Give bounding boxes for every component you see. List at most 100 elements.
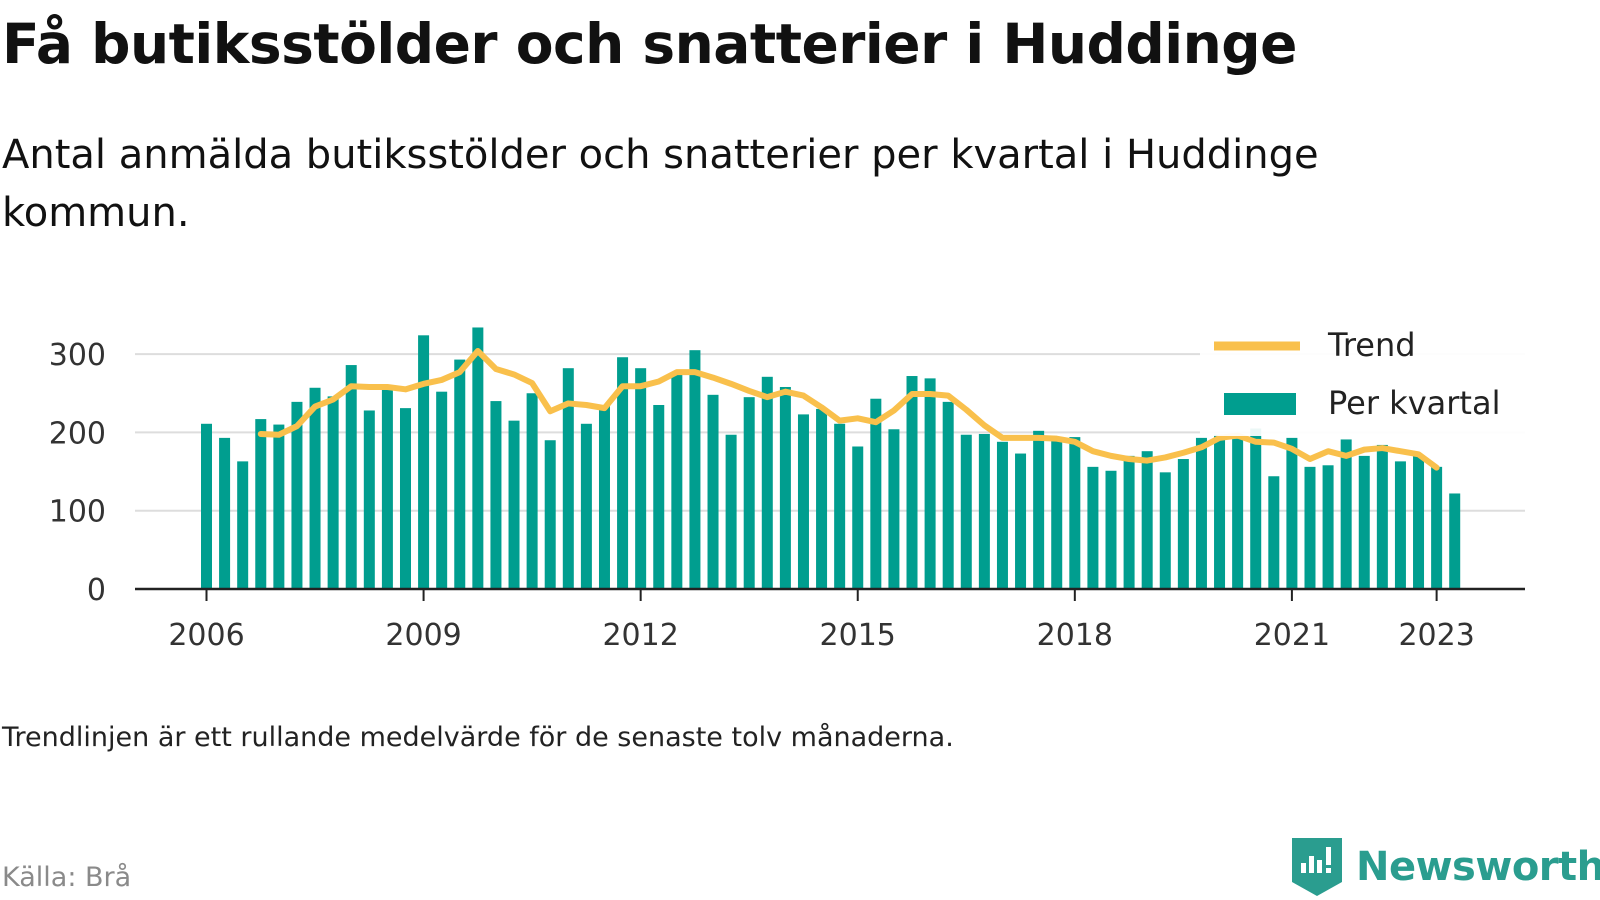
chart-title: Få butiksstölder och snatterier i Huddin… (2, 12, 1297, 76)
logo-bar (1326, 868, 1331, 873)
bar (852, 446, 864, 589)
newsworthy-logo-icon (1292, 838, 1342, 896)
bar (1232, 438, 1244, 589)
legend: Trend Per kvartal (1200, 318, 1535, 436)
trend-series (257, 347, 1440, 471)
bar (1214, 434, 1226, 589)
trend-line (257, 347, 1440, 471)
logo-bar (1309, 856, 1314, 873)
bar (237, 461, 249, 589)
bar (255, 419, 267, 589)
bar (454, 359, 466, 589)
logo-bar (1326, 847, 1331, 865)
bar (472, 327, 484, 589)
bar (779, 386, 791, 589)
bar (1015, 453, 1027, 589)
bar (689, 350, 701, 589)
bar (1376, 444, 1388, 589)
bar (1123, 455, 1135, 589)
x-tick-label: 2006 (168, 618, 244, 653)
bar (1141, 451, 1153, 589)
legend-background (1200, 318, 1535, 436)
bar (1413, 455, 1425, 589)
bar (1069, 437, 1081, 589)
bar (544, 440, 556, 589)
logo-bar (1317, 860, 1322, 873)
x-tick-label: 2009 (385, 618, 461, 653)
bar (707, 394, 719, 589)
bar (291, 401, 303, 589)
bar (309, 387, 321, 589)
bar (490, 401, 502, 589)
bar (1033, 430, 1045, 589)
bar (834, 423, 846, 589)
bar (888, 429, 900, 589)
bar (816, 408, 828, 589)
x-tick-label: 2018 (1037, 618, 1113, 653)
chart-subtitle: Antal anmälda butiksstölder och snatteri… (2, 132, 1319, 236)
bar (1195, 437, 1207, 589)
bar (1250, 428, 1262, 589)
bar (978, 433, 990, 589)
bar-series (201, 327, 1461, 589)
y-tick-label: 100 (49, 495, 106, 530)
bar (418, 335, 430, 589)
bar (653, 404, 665, 589)
y-tick-label: 0 (87, 573, 106, 608)
bar (1286, 437, 1298, 589)
bar (1304, 466, 1316, 589)
bar (1358, 455, 1370, 589)
bar (1322, 465, 1334, 589)
bar (1087, 466, 1099, 589)
bar (1340, 439, 1352, 589)
bar (436, 391, 448, 589)
legend-bar-swatch (1224, 393, 1296, 415)
bar (1051, 437, 1063, 589)
y-tick-label: 300 (49, 338, 106, 373)
bar (381, 386, 393, 589)
legend-bar-label: Per kvartal (1328, 384, 1500, 422)
bar (635, 368, 647, 589)
brand-logo: Newsworthy (1292, 838, 1600, 896)
bar (761, 376, 773, 589)
bar (580, 423, 592, 589)
x-tick-label: 2012 (602, 618, 678, 653)
bar (1159, 472, 1171, 589)
bar (924, 378, 936, 589)
bar (526, 393, 538, 589)
y-tick-label: 200 (49, 416, 106, 451)
bar (725, 434, 737, 589)
bar (201, 423, 212, 589)
bar (870, 398, 882, 589)
bar (273, 424, 285, 589)
logo-bar (1301, 863, 1306, 873)
bar (598, 404, 610, 589)
x-tick-label: 2023 (1398, 618, 1474, 653)
bar (345, 365, 357, 589)
bar (942, 401, 954, 589)
bar (219, 437, 231, 589)
source-text: Källa: Brå (2, 862, 132, 893)
bar (562, 368, 574, 589)
bar (1105, 470, 1117, 589)
bar (508, 420, 520, 589)
x-tick-label: 2021 (1254, 618, 1330, 653)
bar (399, 408, 411, 589)
brand-name: Newsworthy (1356, 844, 1600, 890)
bar (960, 434, 972, 589)
bar (363, 410, 375, 589)
bar (671, 372, 683, 589)
x-tick-label: 2015 (820, 618, 896, 653)
bar (743, 397, 755, 589)
bar (906, 376, 918, 589)
bar (1431, 466, 1443, 589)
chart-area: 0 100 200 300 2006 2009 2012 2015 2018 2021 2023 T… (49, 318, 1535, 653)
footnote: Trendlinjen är ett rullande medelvärde f… (2, 722, 954, 753)
axes: 0 100 200 300 2006 2009 2012 2015 2018 2021 2023 (49, 338, 1525, 653)
bar (797, 414, 809, 589)
bar (996, 441, 1008, 589)
bar (1394, 461, 1406, 589)
bar (617, 357, 629, 589)
bar (1449, 493, 1461, 589)
bar (327, 396, 339, 589)
